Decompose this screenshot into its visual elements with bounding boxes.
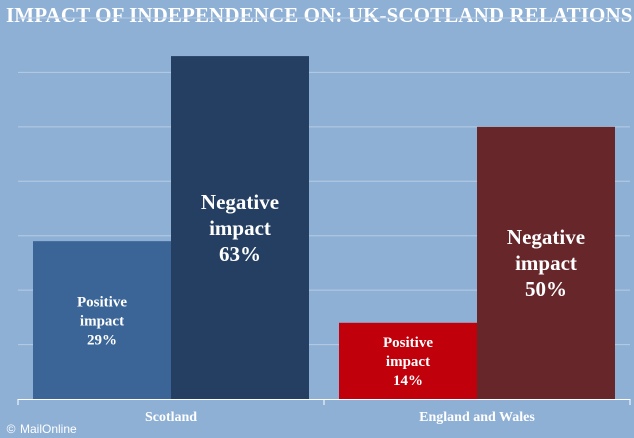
bars: Positiveimpact29%Negativeimpact63%Positi… (33, 56, 615, 399)
x-tick-label: Scotland (145, 410, 197, 425)
x-axis: Scotland England and Wales (17, 399, 631, 425)
data-label: impact (209, 216, 271, 240)
data-label: impact (386, 354, 430, 370)
data-label: 63% (219, 242, 261, 266)
data-label: Negative (507, 225, 585, 249)
data-label: 50% (525, 277, 567, 301)
bar-negative-england-wales (477, 126, 615, 399)
copyright-icon: © (6, 422, 16, 436)
data-label: Positive (77, 294, 127, 310)
bar-negative-scotland (171, 56, 309, 399)
data-label: impact (515, 251, 577, 275)
chart-title: IMPACT OF INDEPENDENCE ON: UK-SCOTLAND R… (6, 3, 633, 27)
bar-positive-scotland (33, 241, 171, 399)
data-label: Positive (383, 335, 433, 351)
data-label: 29% (87, 332, 117, 348)
credit: © MailOnline (0, 420, 634, 438)
data-label: impact (80, 313, 124, 329)
data-label: 14% (393, 373, 423, 389)
data-label: Negative (201, 190, 279, 214)
credit-text: MailOnline (20, 422, 77, 436)
x-tick-label: England and Wales (419, 410, 535, 425)
bar-positive-england-wales (339, 322, 477, 399)
